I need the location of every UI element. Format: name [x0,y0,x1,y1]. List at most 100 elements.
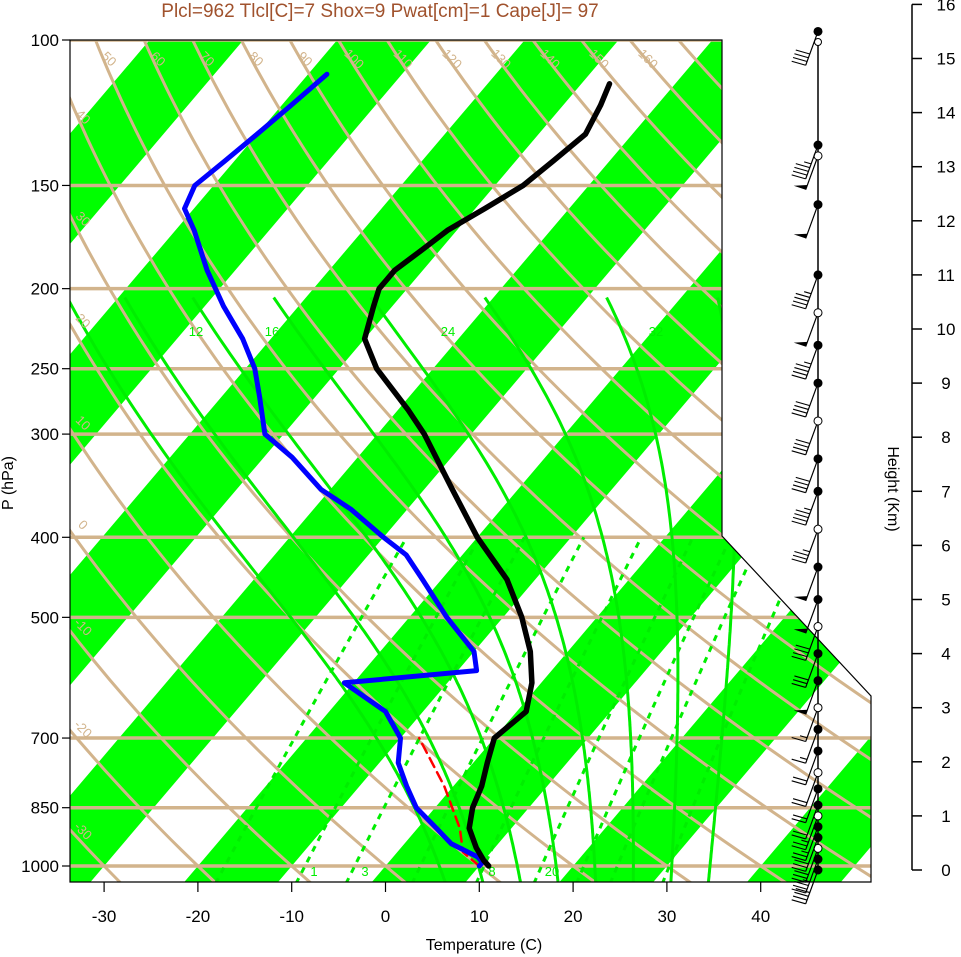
wind-barb [793,595,823,634]
wind-barb [793,562,823,602]
temperature-tick-label: 10 [470,907,489,926]
moist-adiabat [191,296,523,882]
dry-adiabat [803,40,871,882]
wind-barb [791,340,823,380]
wind-barb [791,140,823,180]
wind-barb [791,378,823,418]
temperature-tick-label: 0 [381,907,390,926]
temperature-tick-label: -30 [92,907,117,926]
pressure-tick-label: 700 [31,729,59,748]
height-tick-label: 6 [941,536,950,555]
mixing-ratio-line [344,536,526,882]
pressure-tick-label: 200 [31,280,59,299]
height-tick-label: 14 [937,104,956,123]
wind-barb [791,703,823,743]
plot-border [69,39,872,883]
height-tick-label: 5 [941,591,950,610]
temperature-tick-label: 20 [564,907,583,926]
wind-level-dot [813,416,823,426]
height-tick-label: 2 [941,753,950,772]
mixing-ratio-line [294,536,481,882]
wind-barb [791,865,823,905]
isobar-lines [70,40,871,868]
wind-barb [793,308,823,347]
wind-barb [791,649,823,688]
isotherm-label: 50 [99,48,120,69]
mixing-ratio-line [410,536,586,882]
edge-temp-label: 10 [744,540,765,561]
mixing-ratio-lines [214,536,809,882]
edge-temp-label: 30 [723,122,744,143]
wind-level-dot [813,649,823,659]
temperature-band [70,40,491,882]
wind-level-dot [813,724,823,734]
moist-adiabat [369,296,598,882]
pressure-tick-label: 100 [31,31,59,50]
mixing-ratio-line [608,536,763,882]
wind-level-dot [813,378,823,388]
wind-barb [793,676,823,715]
wind-level-dot [813,26,823,36]
wind-level-dot [813,562,823,572]
dry-adiabat [70,40,236,882]
mixing-ratio-label: 3 [361,864,368,879]
moist-adiabat [272,296,560,882]
height-tick-label: 12 [937,212,956,231]
pressure-tick-label: 250 [31,360,59,379]
height-tick-label: 3 [941,699,950,718]
height-tick-label: 0 [941,861,950,880]
edge-temp-label: 20 [723,236,744,257]
height-axis-title: Height (Km) [884,446,901,531]
edge-temp-label: 0 [75,517,91,533]
wind-barb [791,486,823,526]
temperature-tick-label: -20 [186,907,211,926]
dry-adiabat [516,40,871,882]
temperature-band [493,40,871,882]
height-tick-label: 11 [937,266,955,285]
wind-level-dot [813,454,823,464]
temperature-band [70,40,679,882]
mixing-ratio-label: 20 [545,864,559,879]
wind-barb-column [791,26,823,905]
moist-adiabat [605,296,680,882]
wind-barb [791,524,823,564]
pressure-tick-label: 300 [31,425,59,444]
mixing-ratio-line [575,536,733,882]
dry-adiabat [86,40,871,882]
height-tick-label: 9 [941,374,950,393]
wind-barb [791,26,823,66]
wind-barb [791,270,823,310]
height-tick-label: 4 [941,645,950,664]
height-tick-label: 13 [937,158,956,177]
dry-adiabat [901,20,961,900]
moist-adiabat-label: 24 [441,324,455,339]
wind-level-dot [813,768,823,778]
height-tick-label: 10 [937,320,956,339]
wind-level-dot [813,595,823,604]
dry-adiabat [181,40,871,882]
y-axis-title: P (hPa) [0,456,17,510]
mixing-ratio-label: 1 [310,864,317,879]
wind-level-dot [813,308,823,318]
height-tick-label: 16 [937,0,956,14]
temperature-tick-label: 40 [751,907,770,926]
edge-temp-label: 30 [844,646,865,667]
temperature-tick-label: -10 [279,907,304,926]
wind-level-dot [813,703,823,713]
wind-barb [791,800,823,840]
dry-adiabat [70,40,332,882]
pressure-tick-label: 500 [31,608,59,627]
x-axis-title: Temperature (C) [426,937,542,954]
dry-adiabat [277,40,871,882]
mixing-ratio-label: 8 [488,864,495,879]
temperature-axis: -30 -20 -10 0 10 20 30 40 [92,882,770,926]
pressure-tick-label: 1000 [21,857,59,876]
wind-barb [791,822,823,862]
wind-level-dot [813,140,823,150]
wind-barb [791,454,823,494]
wind-level-dot [813,486,823,496]
edge-temp-label: 0 [722,457,738,473]
wind-barb [793,151,823,190]
